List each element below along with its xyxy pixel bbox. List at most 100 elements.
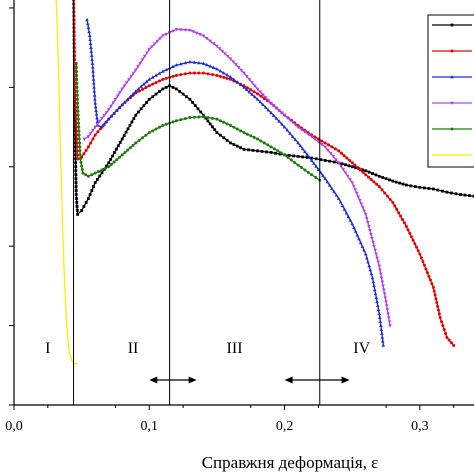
- series-point: [142, 104, 146, 108]
- series-point: [213, 128, 217, 132]
- series-point: [384, 304, 389, 308]
- series-point: [289, 158, 293, 162]
- series-point: [201, 115, 205, 119]
- series-point: [73, 145, 77, 149]
- series-point: [89, 45, 93, 49]
- series-point: [134, 141, 138, 145]
- series-point: [274, 106, 279, 110]
- series-point: [75, 137, 79, 141]
- series-point: [76, 109, 80, 113]
- series-point: [375, 256, 380, 261]
- series-line: [84, 28, 391, 326]
- series-point: [239, 146, 243, 150]
- series-point: [76, 213, 79, 216]
- series-point: [120, 87, 125, 91]
- series-point: [296, 125, 300, 130]
- series-point: [282, 113, 287, 118]
- series-point: [80, 168, 84, 172]
- x-tick-label: 0,3: [411, 419, 429, 434]
- series-point: [269, 145, 273, 149]
- series-point: [80, 209, 84, 212]
- series-point: [375, 299, 379, 304]
- series-point: [367, 170, 371, 174]
- series-point: [450, 191, 453, 195]
- series-point: [348, 218, 353, 222]
- series-point: [377, 185, 381, 189]
- series-point: [201, 34, 206, 38]
- series-point: [360, 168, 364, 172]
- series-point: [381, 339, 385, 343]
- series-point: [100, 171, 104, 175]
- series-point: [74, 117, 78, 121]
- series-point: [164, 122, 168, 126]
- series-point: [348, 178, 352, 182]
- series-point: [74, 185, 78, 189]
- series-point: [145, 51, 149, 55]
- series-point: [379, 323, 383, 327]
- series-point: [164, 32, 169, 37]
- series-point: [154, 127, 158, 131]
- series-point: [77, 133, 81, 137]
- series-point: [96, 130, 100, 134]
- series-point: [179, 118, 183, 122]
- series-point: [350, 181, 355, 185]
- series-point: [366, 260, 370, 264]
- series-point: [117, 105, 122, 109]
- series-point: [293, 161, 297, 165]
- series-point: [355, 233, 360, 237]
- series-point: [140, 58, 145, 62]
- series-point: [208, 122, 212, 126]
- series-point: [388, 197, 392, 201]
- series-5: [74, 62, 322, 182]
- legend-swatch-marker: [450, 75, 454, 79]
- series-point: [76, 113, 80, 117]
- series-point: [378, 272, 383, 276]
- series-point: [98, 174, 102, 178]
- series-point: [82, 205, 86, 208]
- series-line: [75, 63, 321, 181]
- series-point: [192, 115, 196, 119]
- series-point: [92, 185, 95, 189]
- legend-swatch-marker: [450, 23, 454, 27]
- series-point: [431, 285, 435, 289]
- series-point: [409, 235, 413, 239]
- series-point: [115, 158, 119, 162]
- series-point: [85, 17, 89, 22]
- series-point: [381, 343, 386, 347]
- series-point: [104, 111, 109, 115]
- series-point: [147, 84, 151, 88]
- series-point: [269, 110, 273, 115]
- series-point: [217, 47, 222, 51]
- series-point: [380, 188, 384, 192]
- series-point: [125, 97, 130, 101]
- series-point: [388, 324, 392, 328]
- series-point: [185, 95, 188, 99]
- series-point: [77, 125, 81, 129]
- series-point: [440, 320, 444, 324]
- series-point: [352, 225, 356, 230]
- series-point: [74, 62, 78, 66]
- series-point: [118, 140, 122, 144]
- series-point: [206, 119, 210, 123]
- series-point: [293, 123, 298, 127]
- series-point: [253, 84, 257, 88]
- series-point: [370, 275, 375, 280]
- series-point: [323, 141, 327, 145]
- series-point: [75, 209, 79, 212]
- series-point: [242, 147, 246, 151]
- series-point: [78, 153, 82, 157]
- series-point: [161, 34, 165, 38]
- series-point: [113, 151, 116, 154]
- series-point: [433, 293, 437, 297]
- arrow-head-right: [341, 376, 350, 384]
- series-point: [300, 146, 305, 151]
- series-point: [208, 39, 212, 43]
- series-point: [197, 61, 201, 65]
- series-point: [183, 72, 187, 76]
- series-point: [106, 117, 111, 121]
- series-point: [288, 118, 292, 122]
- series-point: [323, 176, 327, 180]
- series-point: [377, 264, 382, 269]
- series-point: [86, 145, 90, 149]
- series-point: [354, 191, 359, 196]
